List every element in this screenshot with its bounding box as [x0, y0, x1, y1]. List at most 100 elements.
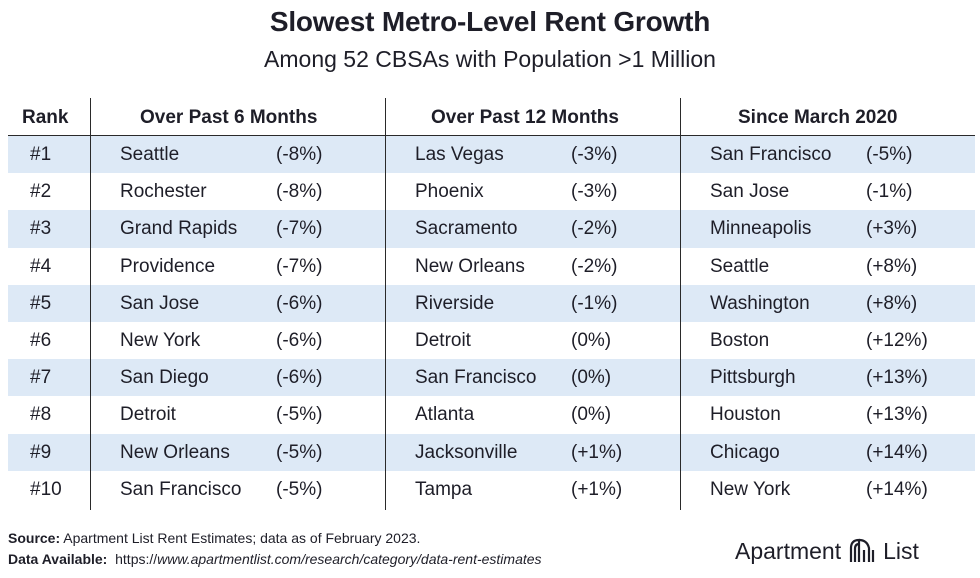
- cell-m12-val: (0%): [571, 329, 612, 351]
- cell-m12-city: Jacksonville: [415, 441, 518, 463]
- source-note: Source: Apartment List Rent Estimates; d…: [8, 530, 420, 546]
- cell-rank: #10: [30, 478, 62, 500]
- cell-m12-val: (0%): [571, 367, 612, 389]
- logo-text-right: List: [883, 537, 919, 564]
- cell-m6-val: (-5%): [276, 441, 323, 463]
- header-rank: Rank: [22, 107, 69, 128]
- cell-m6-city: Providence: [120, 255, 216, 277]
- header-divider: [8, 135, 975, 136]
- apartment-list-logo-icon: [850, 538, 875, 562]
- table-row: #6 New York (-6%) Detroit (0%) Boston (+12%): [8, 322, 975, 359]
- cell-m6-val: (-7%): [276, 218, 323, 240]
- cell-m6-val: (-5%): [276, 404, 323, 426]
- cell-m12-val: (+1%): [571, 478, 623, 500]
- cell-m6-city: Detroit: [120, 404, 176, 426]
- cell-m12-city: Tampa: [415, 478, 473, 500]
- cell-m6-val: (-6%): [276, 367, 323, 389]
- cell-m12-city: Detroit: [415, 329, 471, 351]
- cell-s20-city: Boston: [710, 329, 770, 351]
- apartment-list-logo: Apartment List: [735, 535, 919, 567]
- column-divider-3: [680, 98, 681, 510]
- chart-subtitle: Among 52 CBSAs with Population >1 Millio…: [264, 46, 716, 72]
- cell-s20-city: Minneapolis: [710, 218, 812, 240]
- cell-rank: #4: [30, 255, 52, 277]
- cell-m6-city: San Diego: [120, 367, 209, 389]
- cell-m6-city: Seattle: [120, 144, 180, 165]
- cell-m6-val: (-6%): [276, 329, 323, 351]
- cell-m6-val: (-6%): [276, 292, 323, 314]
- cell-m12-city: Riverside: [415, 292, 495, 314]
- column-divider-2: [385, 98, 386, 510]
- cell-m6-val: (-7%): [276, 255, 323, 277]
- table-row: #9 New Orleans (-5%) Jacksonville (+1%) Chica…: [8, 433, 975, 471]
- cell-s20-city: San Jose: [710, 181, 790, 203]
- cell-s20-val: (+8%): [866, 255, 918, 277]
- cell-rank: #5: [30, 292, 52, 314]
- cell-m6-val: (-8%): [276, 181, 323, 203]
- cell-rank: #3: [30, 218, 52, 240]
- cell-m12-city: Phoenix: [415, 181, 484, 203]
- cell-m12-val: (-3%): [571, 181, 618, 203]
- cell-rank: #7: [30, 367, 52, 389]
- cell-m6-city: San Francisco: [120, 478, 242, 500]
- cell-s20-val: (+12%): [866, 329, 928, 351]
- cell-m12-city: Atlanta: [415, 404, 475, 426]
- header-6-months: Over Past 6 Months: [140, 107, 318, 128]
- cell-rank: #1: [30, 144, 52, 165]
- cell-s20-val: (-5%): [866, 144, 913, 165]
- data-url-prefix: https://: [107, 551, 158, 567]
- chart-title: Slowest Metro-Level Rent Growth: [269, 6, 711, 37]
- cell-m12-val: (-3%): [571, 144, 618, 165]
- table-row: #1 Seattle (-8%) Las Vegas (-3%) San Francisc…: [8, 136, 975, 174]
- header-since-2020: Since March 2020: [738, 107, 898, 128]
- cell-s20-city: Chicago: [710, 441, 780, 463]
- cell-s20-city: Seattle: [710, 255, 770, 277]
- cell-m6-city: Rochester: [120, 181, 207, 203]
- cell-m12-val: (-2%): [571, 255, 618, 277]
- cell-s20-val: (+13%): [866, 404, 928, 426]
- cell-s20-city: San Francisco: [710, 144, 832, 165]
- header-12-months: Over Past 12 Months: [431, 107, 619, 128]
- cell-s20-val: (+8%): [866, 292, 918, 314]
- column-divider-1: [90, 98, 91, 510]
- cell-s20-val: (+14%): [866, 441, 928, 463]
- cell-m6-city: New York: [120, 329, 201, 351]
- table-row: #2 Rochester (-8%) Phoenix (-3%) San Jose (-1%…: [8, 173, 975, 210]
- table-row: #3 Grand Rapids (-7%) Sacramento (-2%) Minnea…: [8, 210, 975, 248]
- cell-m12-val: (0%): [571, 404, 612, 426]
- cell-rank: #2: [30, 181, 52, 203]
- cell-s20-city: New York: [710, 478, 791, 500]
- cell-s20-val: (+13%): [866, 367, 928, 389]
- table-row: #5 San Jose (-6%) Riverside (-1%) Washington (…: [8, 284, 975, 322]
- cell-s20-val: (+14%): [866, 478, 928, 500]
- source-text: Apartment List Rent Estimates; data as o…: [60, 530, 421, 546]
- cell-s20-city: Houston: [710, 404, 781, 426]
- table-header: Rank Over Past 6 Months Over Past 12 Mon…: [8, 98, 975, 136]
- cell-m6-city: New Orleans: [120, 441, 230, 463]
- cell-m12-city: New Orleans: [415, 255, 525, 277]
- cell-s20-city: Washington: [710, 292, 810, 314]
- data-available-note: Data Available: https://www.apartmentlis…: [8, 551, 542, 567]
- table-row: #8 Detroit (-5%) Atlanta (0%) Houston (+13%): [8, 396, 975, 433]
- cell-m6-city: Grand Rapids: [120, 218, 238, 240]
- cell-rank: #6: [30, 329, 52, 351]
- rent-growth-table: Rank Over Past 6 Months Over Past 12 Mon…: [8, 98, 975, 508]
- source-label: Source:: [8, 530, 61, 546]
- cell-m12-val: (-1%): [571, 292, 618, 314]
- cell-s20-val: (+3%): [866, 218, 918, 240]
- cell-m12-val: (+1%): [571, 441, 623, 463]
- data-available-label: Data Available:: [8, 551, 108, 567]
- cell-m12-city: Sacramento: [415, 218, 518, 240]
- cell-rank: #8: [30, 404, 52, 426]
- table-body: #1 Seattle (-8%) Las Vegas (-3%) San Francisc…: [8, 136, 975, 508]
- cell-rank: #9: [30, 441, 52, 463]
- table-row: #7 San Diego (-6%) San Francisco (0%) Pittsbu…: [8, 359, 975, 397]
- cell-m6-city: San Jose: [120, 292, 200, 314]
- data-url: www.apartmentlist.com/research/category/…: [157, 551, 542, 567]
- cell-m6-val: (-8%): [276, 144, 323, 165]
- logo-text-left: Apartment: [735, 537, 842, 564]
- table-row: #4 Providence (-7%) New Orleans (-2%) Seattle…: [8, 248, 975, 285]
- cell-m12-city: Las Vegas: [415, 144, 504, 165]
- cell-s20-city: Pittsburgh: [710, 367, 796, 389]
- cell-s20-val: (-1%): [866, 181, 913, 203]
